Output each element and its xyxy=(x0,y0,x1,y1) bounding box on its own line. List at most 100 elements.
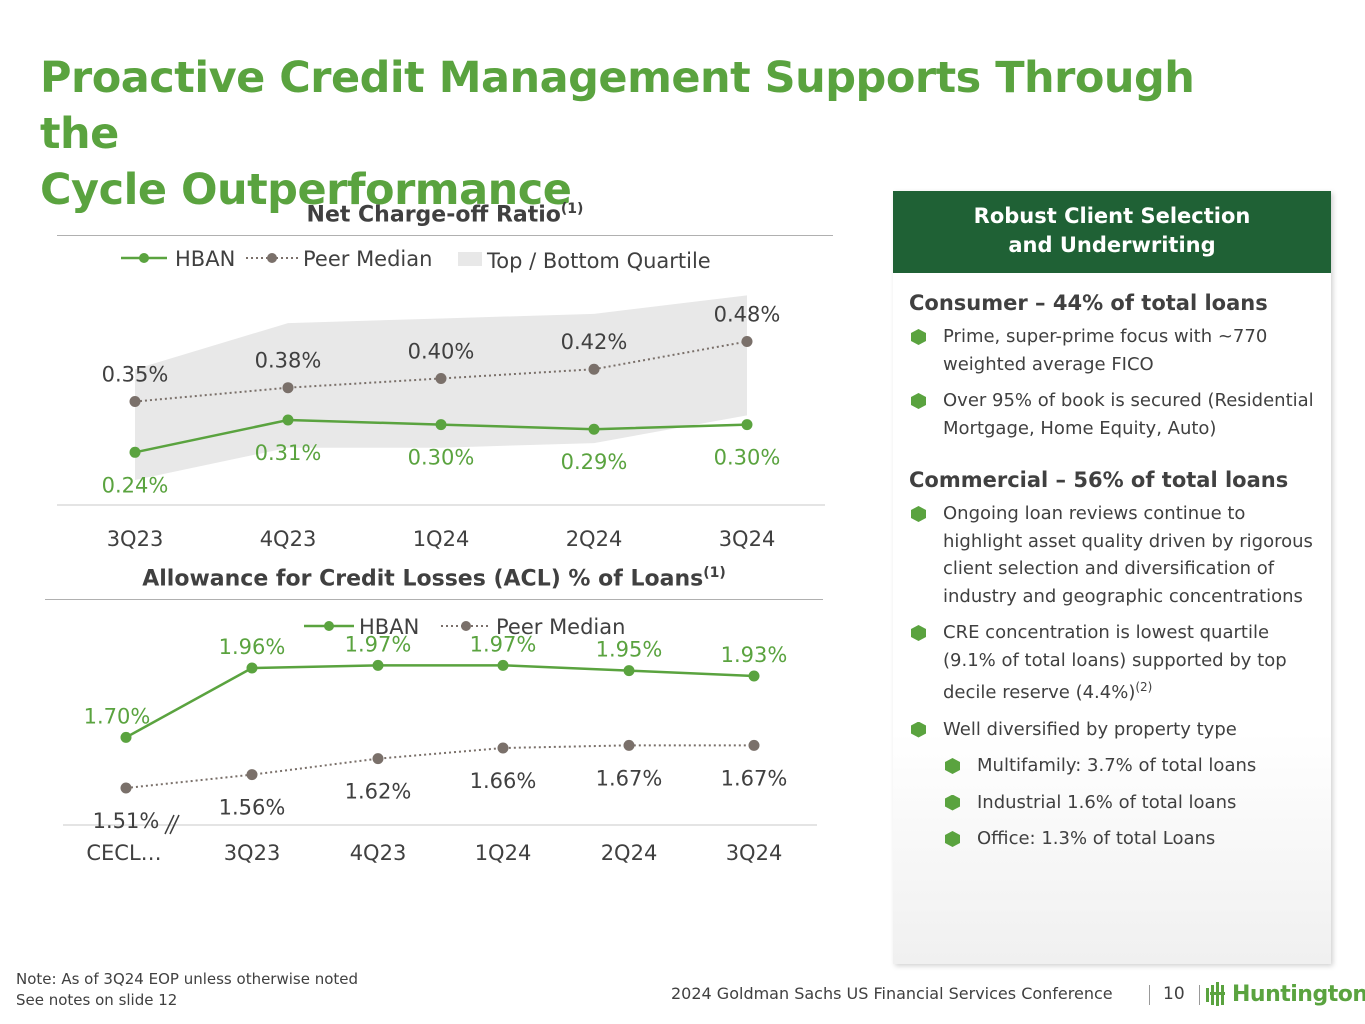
commercial-bullet-text: Well diversified by property type xyxy=(943,718,1237,740)
hexagon-bullet-icon xyxy=(911,506,926,522)
hexagon-bullet-icon xyxy=(911,721,926,738)
commercial-bullet: Ongoing loan reviews continue to highlig… xyxy=(909,500,1321,610)
peer-median-data-label: 1.62% xyxy=(345,780,412,804)
legend-peer-marker xyxy=(267,253,277,263)
peer-median-data-label: 0.48% xyxy=(714,303,781,327)
peer-median-point xyxy=(372,753,384,765)
commercial-bullet: Well diversified by property type xyxy=(909,716,1321,744)
nco-title-rule xyxy=(57,235,833,236)
x-tick-label: 3Q24 xyxy=(719,527,776,551)
hban-point xyxy=(497,659,509,671)
acl-chart-title-text: Allowance for Credit Losses (ACL) % of L… xyxy=(142,566,704,592)
consumer-title: Consumer – 44% of total loans xyxy=(909,291,1268,315)
footnote-line-1: Note: As of 3Q24 EOP unless otherwise no… xyxy=(16,970,359,988)
conference-name: 2024 Goldman Sachs US Financial Services… xyxy=(671,984,1113,1003)
consumer-bullet: Prime, super-prime focus with ~770 weigh… xyxy=(909,323,1321,378)
x-tick-label: 3Q24 xyxy=(726,841,783,865)
hban-point xyxy=(120,731,132,743)
hban-line xyxy=(125,664,755,739)
hban-data-label: 0.30% xyxy=(714,446,781,470)
x-tick-label: 2Q24 xyxy=(601,841,658,865)
property-type-text: Multifamily: 3.7% of total loans xyxy=(977,755,1257,776)
hban-data-label: 0.31% xyxy=(255,441,322,465)
axis-break-mark xyxy=(169,814,180,835)
x-tick-label: 1Q24 xyxy=(413,527,470,551)
commercial-bullet-sup: (2) xyxy=(1135,680,1153,694)
peer-median-point xyxy=(623,739,635,751)
hban-data-label: 1.93% xyxy=(721,643,788,667)
x-tick-label: 4Q23 xyxy=(350,841,407,865)
hban-point xyxy=(741,419,753,431)
legend-band-swatch xyxy=(458,252,482,266)
hban-data-label: 0.24% xyxy=(102,473,169,497)
hban-point xyxy=(748,670,760,682)
peer-median-data-label: 1.67% xyxy=(596,766,663,790)
property-type-text: Office: 1.3% of total Loans xyxy=(977,828,1216,849)
peer-median-data-label: 0.38% xyxy=(255,349,322,373)
property-type-bullet: Multifamily: 3.7% of total loans xyxy=(909,752,1321,780)
hban-point xyxy=(623,665,635,677)
hban-data-label: 1.95% xyxy=(596,638,663,662)
peer-median-data-label: 1.67% xyxy=(721,766,788,790)
peer-median-line xyxy=(125,744,754,789)
peer-median-data-label: 1.51% xyxy=(93,809,160,833)
peer-median-point xyxy=(120,782,132,794)
legend-peer-label: Peer Median xyxy=(496,615,625,639)
property-type-bullet: Industrial 1.6% of total loans xyxy=(909,789,1321,817)
hban-data-label: 0.30% xyxy=(408,446,475,470)
page-number: 10 xyxy=(1163,984,1185,1004)
legend-band-label: Top / Bottom Quartile xyxy=(486,249,711,273)
acl-chart: HBAN Peer Median 1.51% 1.56% 1.62% 1.66% 1.67%… xyxy=(63,615,817,865)
commercial-title: Commercial – 56% of total loans xyxy=(909,468,1289,492)
page-title: Proactive Credit Management Supports Thr… xyxy=(40,50,1240,218)
peer-median-data-label: 1.66% xyxy=(470,769,537,793)
legend-peer-marker xyxy=(461,621,471,631)
commercial-bullet-text: CRE concentration is lowest quartile (9.… xyxy=(943,622,1287,703)
legend-peer-label: Peer Median xyxy=(303,247,432,271)
property-type-text: Industrial 1.6% of total loans xyxy=(977,791,1237,813)
hban-data-label: 0.29% xyxy=(561,450,628,474)
peer-median-data-label: 0.42% xyxy=(561,330,628,354)
hexagon-bullet-icon xyxy=(911,393,926,409)
acl-chart-title-sup: (1) xyxy=(703,565,726,581)
client-selection-panel: Robust Client Selection and Underwriting… xyxy=(893,191,1331,964)
footer-divider xyxy=(1199,985,1200,1005)
huntington-logo: Huntington xyxy=(1206,980,1365,1008)
x-tick-label: CECL… xyxy=(86,841,161,865)
hban-data-label: 1.96% xyxy=(219,635,286,659)
hban-data-label: 1.97% xyxy=(470,632,537,656)
peer-median-point xyxy=(748,739,760,751)
x-tick-label: 3Q23 xyxy=(224,841,281,865)
peer-median-data-label: 0.35% xyxy=(102,363,169,387)
legend-hban-label: HBAN xyxy=(175,247,235,271)
commercial-bullet-list: Ongoing loan reviews continue to highlig… xyxy=(909,500,1321,853)
x-tick-label: 2Q24 xyxy=(566,527,623,551)
page-title-line-2: Cycle Outperformance xyxy=(40,165,572,215)
peer-median-point xyxy=(435,372,447,384)
x-tick-label: 3Q23 xyxy=(107,527,164,551)
property-type-bullet: Office: 1.3% of total Loans xyxy=(909,825,1321,853)
peer-median-data-label: 1.56% xyxy=(219,796,286,820)
peer-median-point xyxy=(497,742,509,754)
peer-median-point xyxy=(246,769,258,781)
hban-point xyxy=(435,419,447,431)
peer-median-point xyxy=(588,363,600,375)
peer-median-data-label: 0.40% xyxy=(408,339,475,363)
footnote-line-2: See notes on slide 12 xyxy=(16,991,178,1009)
peer-median-point xyxy=(741,336,753,348)
logo-wordmark: Huntington xyxy=(1232,981,1365,1007)
axis-break-mark xyxy=(164,814,175,835)
peer-median-point xyxy=(282,382,294,394)
legend-hban-label: HBAN xyxy=(359,615,419,639)
commercial-bullet-text: Ongoing loan reviews continue to highlig… xyxy=(943,503,1313,607)
nco-chart: HBAN Peer Median Top / Bottom Quartile 0.35… xyxy=(57,247,825,551)
consumer-bullet-text: Prime, super-prime focus with ~770 weigh… xyxy=(943,326,1268,375)
hexagon-bullet-icon xyxy=(945,758,960,774)
panel-header: Robust Client Selection and Underwriting xyxy=(893,191,1331,273)
x-tick-label: 1Q24 xyxy=(475,841,532,865)
footnote: Note: As of 3Q24 EOP unless otherwise no… xyxy=(16,969,358,1011)
consumer-bullet: Over 95% of book is secured (Residential… xyxy=(909,387,1321,442)
x-tick-label: 4Q23 xyxy=(260,527,317,551)
hban-point xyxy=(129,446,141,458)
legend-hban-marker xyxy=(324,621,334,631)
